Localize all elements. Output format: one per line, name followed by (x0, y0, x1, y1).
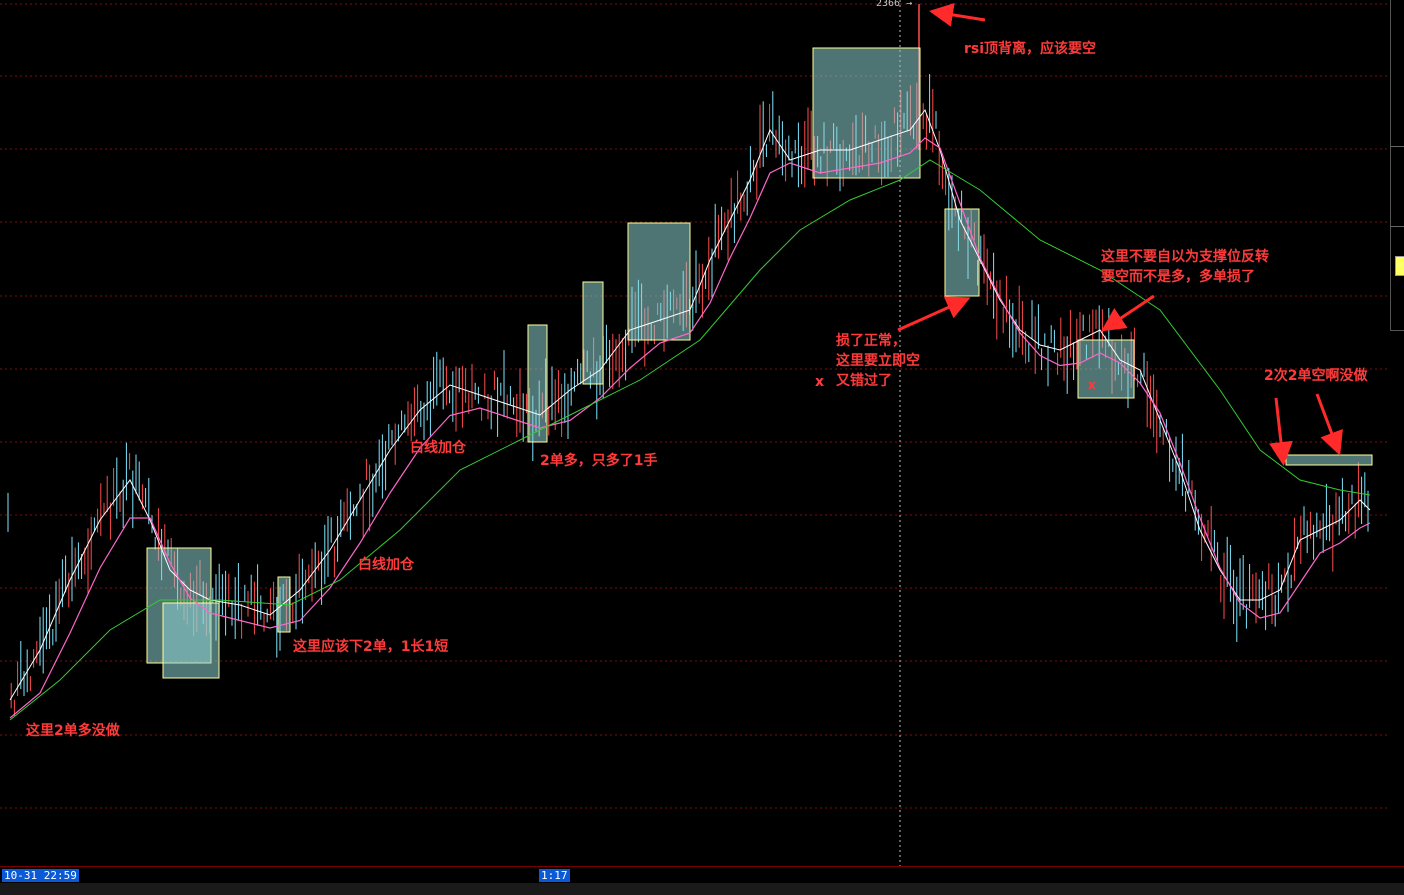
chart-area[interactable]: 2366 → rsi顶背离，应该要空 这里不要自以为支撑位反转 要空而不是多，多… (0, 0, 1390, 866)
moving-averages (9, 108, 1371, 721)
annotation-two-long: 2单多，只多了1手 (540, 453, 658, 469)
annotation-arrow (1315, 393, 1343, 456)
annotation-arrow (929, 2, 986, 27)
annotation-should-two: 这里应该下2单，1长1短 (293, 639, 449, 655)
ma-green-line (9, 159, 1371, 721)
trade-box (162, 602, 220, 679)
ma-pink-line (9, 137, 1371, 719)
annotation-loss-3: 又错过了 (836, 373, 892, 389)
annotation-arrow (1101, 294, 1155, 332)
side-panel-divider (1391, 146, 1404, 147)
grid-lines (0, 3, 1390, 809)
side-panel-color-swatch[interactable] (1395, 256, 1404, 276)
trade-box (582, 281, 604, 385)
annotation-arrow (1269, 397, 1293, 466)
price-chart[interactable] (0, 0, 1390, 866)
trade-box (812, 47, 921, 179)
side-panel[interactable] (1390, 0, 1404, 331)
trade-box (944, 208, 980, 297)
time-axis: 10-31 22:59 1:17 (0, 866, 1404, 895)
trade-box (1077, 339, 1135, 399)
time-axis-cursor-label: 1:17 (539, 869, 570, 882)
price-high-label: 2366 → (876, 0, 913, 9)
annotation-two-short: 2次2单空啊没做 (1264, 368, 1368, 384)
trade-box (627, 222, 691, 341)
side-panel-divider (1391, 226, 1404, 227)
annotation-arrows (897, 2, 1343, 466)
time-axis-left-label: 10-31 22:59 (2, 869, 79, 882)
trade-box (1285, 454, 1373, 466)
annotation-loss-2: 这里要立即空 (836, 353, 920, 369)
annotation-x-mark-red: x (1088, 378, 1096, 392)
annotation-rsi-divergence: rsi顶背离，应该要空 (964, 41, 1097, 57)
annotation-x-mark: x (815, 374, 825, 390)
annotation-not-support-2: 要空而不是多，多单损了 (1101, 269, 1255, 285)
annotation-loss-1: 损了正常， (836, 333, 906, 349)
time-axis-strip (0, 883, 1404, 895)
annotation-here-two-long: 这里2单多没做 (26, 723, 120, 739)
annotation-white-add-2: 白线加仓 (358, 557, 414, 573)
ma-white-line (9, 108, 1371, 701)
annotation-not-support-1: 这里不要自以为支撑位反转 (1101, 249, 1269, 265)
annotation-white-add-1: 白线加仓 (410, 440, 466, 456)
annotation-arrow (897, 296, 971, 332)
